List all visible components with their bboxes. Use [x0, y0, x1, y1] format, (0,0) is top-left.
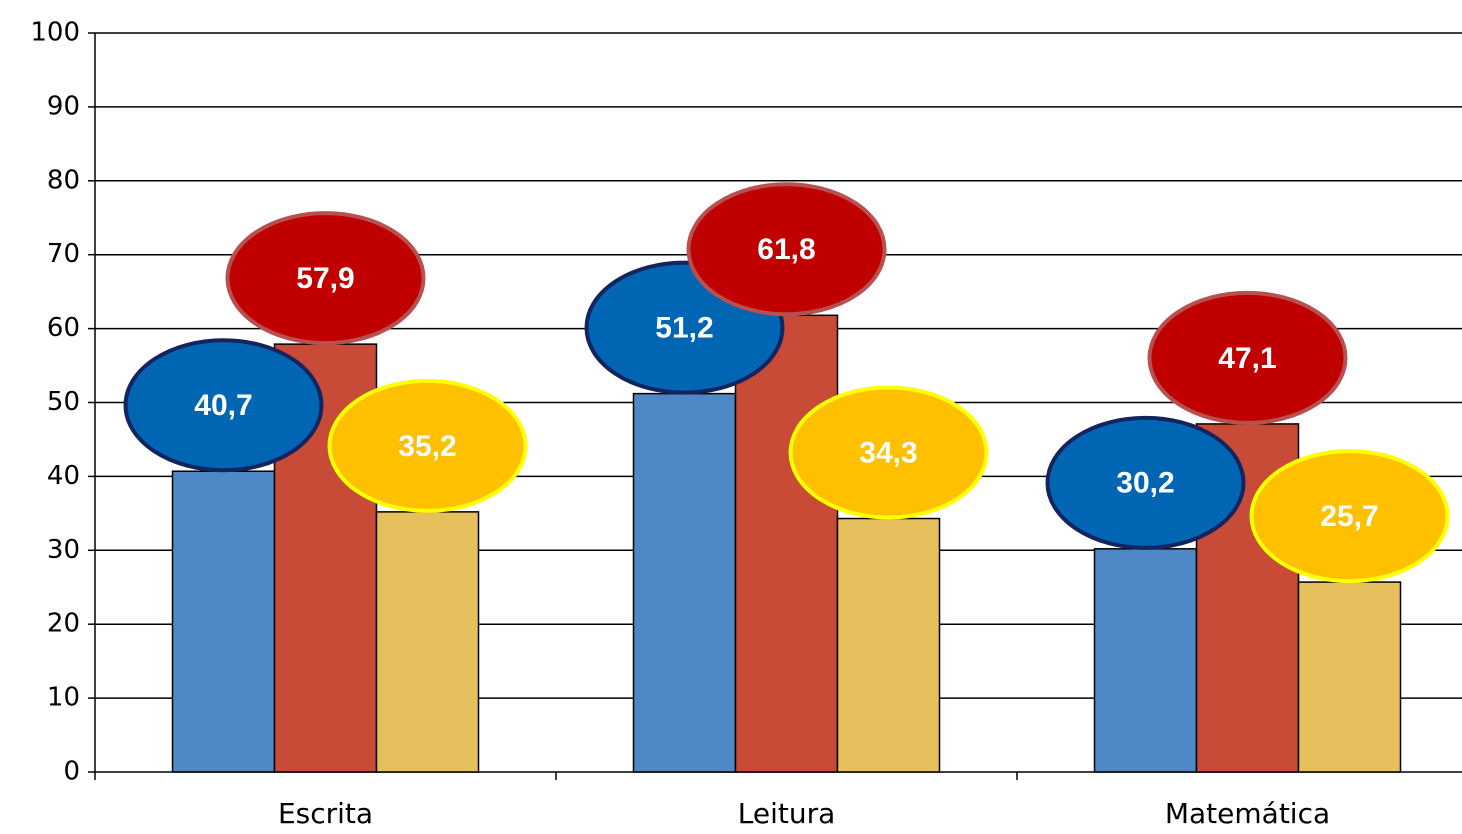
data-label: 34,3 [859, 436, 917, 469]
label-bubble [686, 182, 887, 317]
bar [375, 511, 480, 773]
data-label: 51,2 [655, 312, 713, 345]
x-tick-label: Leitura [738, 797, 836, 830]
bar [171, 470, 276, 773]
data-label: 57,9 [296, 262, 354, 295]
data-label: 35,2 [398, 430, 456, 463]
y-tick-label: 40 [47, 461, 80, 491]
data-label: 40,7 [194, 389, 252, 422]
bar [1297, 581, 1402, 773]
y-tick-label: 90 [47, 91, 80, 121]
bar [1093, 548, 1198, 773]
label-bubble [788, 385, 989, 520]
label-bubble [1045, 415, 1246, 550]
label-bubble [1249, 449, 1450, 584]
label-bubble [327, 378, 528, 513]
y-tick-label: 50 [47, 387, 80, 417]
data-label: 47,1 [1218, 342, 1276, 375]
x-tick-label: Matemática [1165, 797, 1330, 830]
y-tick-label: 80 [47, 165, 80, 195]
data-label: 25,7 [1320, 500, 1378, 533]
y-tick-label: 100 [30, 18, 80, 48]
y-tick-label: 10 [47, 683, 80, 713]
bar [632, 392, 737, 773]
x-tick-label: Escrita [278, 797, 373, 830]
data-label: 30,2 [1116, 467, 1174, 500]
label-bubble [123, 338, 324, 473]
y-tick-label: 30 [47, 535, 80, 565]
data-label: 61,8 [757, 233, 815, 266]
label-bubble [1147, 290, 1348, 425]
bar [734, 314, 839, 773]
label-bubble [225, 211, 426, 346]
y-tick-label: 60 [47, 313, 80, 343]
y-tick-label: 70 [47, 239, 80, 269]
bar [836, 517, 941, 773]
y-tick-label: 20 [47, 609, 80, 639]
y-tick-label: 0 [63, 757, 80, 787]
